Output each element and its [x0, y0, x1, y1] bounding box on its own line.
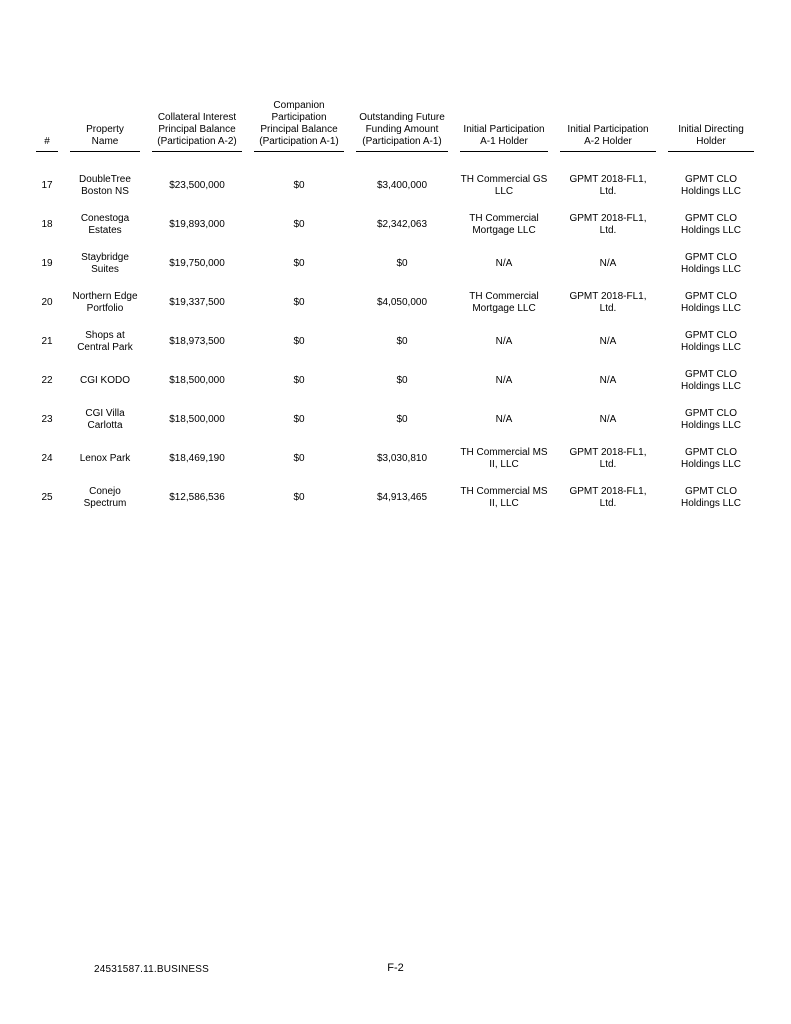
cell-num: 17 — [41, 179, 53, 191]
cell-collateral-interest-principal-balance: $19,750,000 — [169, 257, 225, 269]
cell-companion-participation-principal-balance: $0 — [293, 413, 305, 425]
table-row: 23 CGI Villa Carlotta $18,500,000 $0 $0 N/A N/… — [36, 400, 754, 439]
column-header-companion-participation-principal-balance: Companion Participation Principal Balanc… — [254, 98, 344, 152]
cell-initial-directing-holder: GPMT CLO Holdings LLC — [680, 485, 742, 509]
footer-page-number: F-2 — [387, 962, 404, 974]
cell-num: 23 — [41, 413, 53, 425]
cell-num: 22 — [41, 374, 53, 386]
cell-initial-participation-a1-holder: N/A — [495, 413, 513, 425]
cell-initial-directing-holder: GPMT CLO Holdings LLC — [680, 446, 742, 470]
cell-collateral-interest-principal-balance: $18,973,500 — [169, 335, 225, 347]
cell-initial-participation-a1-holder: N/A — [495, 257, 513, 269]
cell-property-name: DoubleTree Boston NS — [79, 173, 131, 197]
cell-companion-participation-principal-balance: $0 — [293, 179, 305, 191]
table-row: 24 Lenox Park $18,469,190 $0 $3,030,810 TH Co… — [36, 439, 754, 478]
cell-property-name: Conejo Spectrum — [83, 485, 127, 509]
cell-outstanding-future-funding-amount: $2,342,063 — [376, 218, 428, 230]
cell-initial-participation-a2-holder: N/A — [599, 257, 617, 269]
cell-initial-directing-holder: GPMT CLO Holdings LLC — [680, 329, 742, 353]
cell-initial-participation-a2-holder: GPMT 2018-FL1, Ltd. — [569, 446, 647, 470]
cell-initial-participation-a2-holder: N/A — [599, 374, 617, 386]
cell-num: 25 — [41, 491, 53, 503]
cell-initial-participation-a2-holder: GPMT 2018-FL1, Ltd. — [569, 485, 647, 509]
cell-property-name: CGI Villa Carlotta — [85, 407, 125, 431]
cell-outstanding-future-funding-amount: $0 — [396, 374, 408, 386]
cell-num: 18 — [41, 218, 53, 230]
cell-property-name: Conestoga Estates — [80, 212, 130, 236]
column-header-num: # — [36, 98, 58, 152]
cell-companion-participation-principal-balance: $0 — [293, 257, 305, 269]
cell-property-name: Northern Edge Portfolio — [72, 290, 138, 314]
table-row: 19 Staybridge Suites $19,750,000 $0 $0 N/A N/A… — [36, 244, 754, 283]
cell-collateral-interest-principal-balance: $18,500,000 — [169, 413, 225, 425]
cell-outstanding-future-funding-amount: $0 — [396, 335, 408, 347]
cell-property-name: CGI KODO — [79, 374, 130, 386]
cell-initial-participation-a1-holder: N/A — [495, 374, 513, 386]
footer-document-id: 24531587.11.BUSINESS — [94, 964, 210, 975]
cell-outstanding-future-funding-amount: $3,400,000 — [376, 179, 428, 191]
cell-collateral-interest-principal-balance: $18,500,000 — [169, 374, 225, 386]
cell-collateral-interest-principal-balance: $23,500,000 — [169, 179, 225, 191]
cell-outstanding-future-funding-amount: $0 — [396, 413, 408, 425]
cell-initial-participation-a2-holder: GPMT 2018-FL1, Ltd. — [569, 290, 647, 314]
table-row: 17 DoubleTree Boston NS $23,500,000 $0 $3,40… — [36, 152, 754, 205]
cell-num: 21 — [41, 335, 53, 347]
column-header-outstanding-future-funding-amount: Outstanding Future Funding Amount (Parti… — [356, 98, 448, 152]
cell-initial-participation-a2-holder: N/A — [599, 335, 617, 347]
cell-initial-directing-holder: GPMT CLO Holdings LLC — [680, 407, 742, 431]
participation-schedule-table: # Property Name Collateral Interest Princi… — [24, 98, 766, 517]
column-header-initial-directing-holder: Initial Directing Holder — [668, 98, 754, 152]
cell-initial-directing-holder: GPMT CLO Holdings LLC — [680, 368, 742, 392]
table-body: 17 DoubleTree Boston NS $23,500,000 $0 $3,40… — [36, 152, 754, 517]
cell-companion-participation-principal-balance: $0 — [293, 374, 305, 386]
cell-collateral-interest-principal-balance: $19,893,000 — [169, 218, 225, 230]
cell-initial-participation-a2-holder: N/A — [599, 413, 617, 425]
cell-initial-participation-a1-holder: TH Commercial Mortgage LLC — [469, 212, 539, 236]
table-row: 22 CGI KODO $18,500,000 $0 $0 N/A N/A GPMT CLO … — [36, 361, 754, 400]
cell-property-name: Shops at Central Park — [77, 329, 133, 353]
cell-companion-participation-principal-balance: $0 — [293, 452, 305, 464]
cell-num: 24 — [41, 452, 53, 464]
cell-companion-participation-principal-balance: $0 — [293, 296, 305, 308]
table-row: 21 Shops at Central Park $18,973,500 $0 $0 N/… — [36, 322, 754, 361]
column-header-property-name: Property Name — [70, 98, 140, 152]
cell-property-name: Staybridge Suites — [81, 251, 129, 275]
cell-initial-participation-a1-holder: TH Commercial MS II, LLC — [460, 446, 548, 470]
table-row: 18 Conestoga Estates $19,893,000 $0 $2,342,0… — [36, 205, 754, 244]
cell-initial-participation-a1-holder: TH Commercial MS II, LLC — [460, 485, 548, 509]
cell-outstanding-future-funding-amount: $3,030,810 — [376, 452, 428, 464]
cell-initial-directing-holder: GPMT CLO Holdings LLC — [680, 290, 742, 314]
cell-initial-participation-a2-holder: GPMT 2018-FL1, Ltd. — [569, 212, 647, 236]
table-row: 20 Northern Edge Portfolio $19,337,500 $0 $4… — [36, 283, 754, 322]
cell-initial-directing-holder: GPMT CLO Holdings LLC — [680, 212, 742, 236]
cell-property-name: Lenox Park — [79, 452, 131, 464]
column-header-collateral-interest-principal-balance: Collateral Interest Principal Balance (P… — [152, 98, 242, 152]
cell-initial-participation-a2-holder: GPMT 2018-FL1, Ltd. — [569, 173, 647, 197]
cell-initial-directing-holder: GPMT CLO Holdings LLC — [680, 251, 742, 275]
cell-collateral-interest-principal-balance: $12,586,536 — [169, 491, 225, 503]
cell-outstanding-future-funding-amount: $4,050,000 — [376, 296, 428, 308]
cell-companion-participation-principal-balance: $0 — [293, 335, 305, 347]
column-header-initial-participation-a2-holder: Initial Participation A-2 Holder — [560, 98, 656, 152]
column-header-initial-participation-a1-holder: Initial Participation A-1 Holder — [460, 98, 548, 152]
cell-outstanding-future-funding-amount: $4,913,465 — [376, 491, 428, 503]
header-row: # Property Name Collateral Interest Princi… — [36, 98, 754, 152]
cell-num: 20 — [41, 296, 53, 308]
cell-num: 19 — [41, 257, 53, 269]
cell-initial-participation-a1-holder: TH Commercial Mortgage LLC — [469, 290, 539, 314]
cell-companion-participation-principal-balance: $0 — [293, 218, 305, 230]
cell-outstanding-future-funding-amount: $0 — [396, 257, 408, 269]
table-row: 25 Conejo Spectrum $12,586,536 $0 $4,913,465… — [36, 478, 754, 517]
cell-initial-participation-a1-holder: N/A — [495, 335, 513, 347]
table-header: # Property Name Collateral Interest Princi… — [36, 98, 754, 152]
cell-collateral-interest-principal-balance: $18,469,190 — [169, 452, 225, 464]
cell-initial-participation-a1-holder: TH Commercial GS LLC — [460, 173, 548, 197]
cell-collateral-interest-principal-balance: $19,337,500 — [169, 296, 225, 308]
cell-companion-participation-principal-balance: $0 — [293, 491, 305, 503]
cell-initial-directing-holder: GPMT CLO Holdings LLC — [680, 173, 742, 197]
